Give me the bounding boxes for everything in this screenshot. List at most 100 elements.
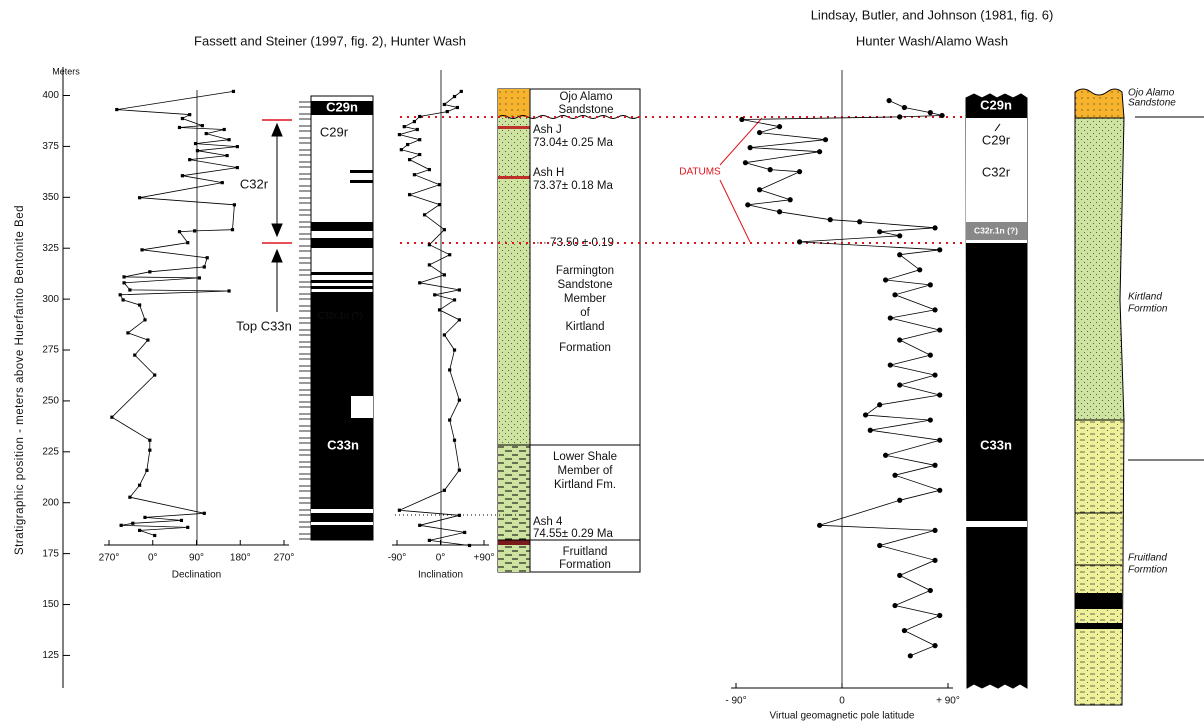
data-point: [138, 484, 141, 487]
data-point: [400, 148, 403, 151]
data-point: [897, 233, 902, 238]
ash-age: 73.04± 0.25 Ma: [533, 137, 613, 149]
data-point: [448, 418, 451, 421]
data-point: [928, 353, 933, 358]
x-axis-label: Virtual geomagnetic pole latitude: [770, 711, 915, 722]
data-point: [128, 496, 131, 499]
data-point: [863, 412, 868, 417]
data-point: [937, 392, 942, 397]
data-point: [403, 125, 406, 128]
unit-label: Sandstone: [559, 104, 614, 116]
data-point: [416, 128, 419, 131]
data-point: [408, 193, 411, 196]
data-point: [902, 628, 907, 633]
data-point: [823, 137, 828, 142]
data-point: [428, 168, 431, 171]
unit-label: Sandstone: [1128, 98, 1176, 109]
data-point: [768, 167, 773, 172]
data-point: [458, 469, 461, 472]
data-point: [857, 219, 862, 224]
data-point: [757, 130, 762, 135]
y-tick-label: 150: [42, 599, 59, 610]
data-point: [178, 126, 181, 129]
data-point: [181, 174, 184, 177]
unit-label: Sandstone: [558, 279, 613, 291]
data-point: [892, 603, 897, 608]
data-point: [456, 106, 459, 109]
data-point: [131, 522, 134, 525]
data-point: [418, 138, 421, 141]
chron-label: C33n: [980, 437, 1012, 452]
data-point: [745, 202, 750, 207]
x-tick-label: 90°: [189, 553, 204, 564]
data-point: [777, 124, 782, 129]
data-point: [883, 277, 888, 282]
y-tick-label: 200: [42, 497, 59, 508]
data-point: [178, 230, 181, 233]
ash-label: Ash H: [533, 167, 564, 179]
chron-label: C29n: [980, 97, 1012, 112]
data-point: [892, 292, 897, 297]
data-point: [937, 327, 942, 332]
data-point: [227, 138, 230, 141]
data-point: [888, 315, 893, 320]
chron-label: C29r: [320, 124, 349, 139]
data-point: [438, 308, 441, 311]
data-point: [126, 331, 129, 334]
data-point: [902, 105, 907, 110]
data-line: [112, 91, 237, 535]
data-point: [897, 498, 902, 503]
y-tick-label: 175: [42, 548, 59, 559]
ash-label: Ash J: [533, 124, 562, 136]
unit-label: Formtion: [1128, 565, 1168, 576]
unit-label: Kirtland Fm.: [554, 479, 616, 491]
data-point: [928, 110, 933, 115]
data-point: [233, 203, 236, 206]
data-point: [940, 113, 945, 118]
data-point: [797, 169, 802, 174]
unit-label: Formtion: [1128, 304, 1168, 315]
datum-pointer: [720, 118, 762, 165]
data-point: [148, 270, 151, 273]
data-point: [203, 512, 206, 515]
data-point: [932, 558, 937, 563]
x-tick-label: 0°: [436, 553, 446, 564]
unit-label: Formation: [559, 342, 611, 354]
data-point: [428, 263, 431, 266]
data-point: [932, 307, 937, 312]
data-point: [143, 516, 146, 519]
x-tick-label: +90°: [474, 553, 495, 564]
data-point: [193, 229, 196, 232]
data-point: [138, 303, 141, 306]
data-point: [888, 362, 893, 367]
y-tick-label: 325: [42, 243, 59, 254]
sample-ticks: [299, 102, 311, 539]
chron-label: C33n: [327, 437, 359, 452]
data-point: [153, 373, 156, 376]
data-point: [398, 133, 401, 136]
chron-label: C29n: [326, 99, 358, 114]
x-tick-label: + 90°: [936, 696, 960, 707]
data-point: [138, 196, 141, 199]
data-point: [433, 293, 436, 296]
polarity-column: [966, 94, 1027, 688]
y-tick-label: 125: [42, 650, 59, 661]
y-unit: Meters: [52, 66, 80, 76]
data-point: [937, 613, 942, 618]
data-point: [460, 90, 463, 93]
data-point: [453, 439, 456, 442]
data-point: [797, 239, 802, 244]
data-point: [148, 449, 151, 452]
data-point: [153, 534, 156, 537]
data-point: [223, 128, 226, 131]
data-point: [817, 149, 822, 154]
data-point: [897, 114, 902, 119]
data-point: [448, 368, 451, 371]
y-tick-label: 375: [42, 141, 59, 152]
data-point: [443, 103, 446, 106]
data-point: [418, 153, 421, 156]
data-point: [892, 473, 897, 478]
unit-label: Lower Shale: [553, 451, 617, 463]
unit-label: Member: [564, 293, 606, 305]
data-point: [408, 158, 411, 161]
